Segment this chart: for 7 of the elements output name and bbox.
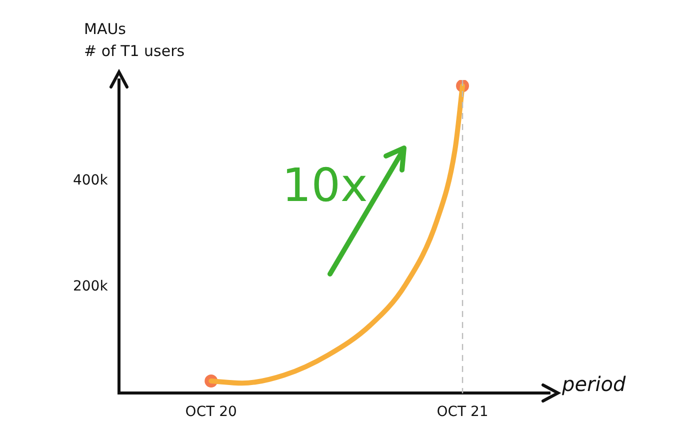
x-tick-label: OCT 21 (436, 404, 488, 420)
y-tick-label: 400k (72, 172, 109, 188)
x-axis-title: period (562, 372, 626, 396)
annotation: 10x (282, 158, 368, 212)
y-tick-label: 200k (72, 278, 109, 295)
x-tick-label: OCT 20 (185, 404, 237, 420)
y-axis-title: MAUs # of T1 users (84, 19, 185, 62)
